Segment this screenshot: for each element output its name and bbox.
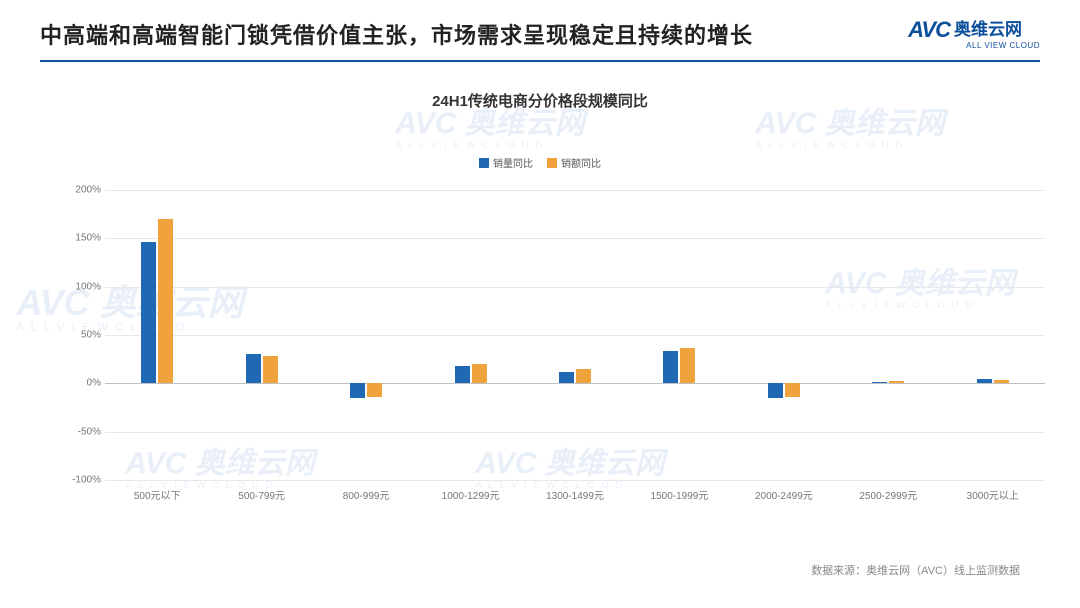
page-title: 中高端和高端智能门锁凭借价值主张，市场需求呈现稳定且持续的增长: [40, 18, 753, 50]
x-axis-label: 2500-2999元: [859, 487, 917, 502]
legend-swatch: [547, 158, 557, 168]
y-axis-label: 0%: [67, 378, 101, 389]
y-axis-label: 200%: [67, 185, 101, 196]
bar: [768, 383, 783, 398]
y-axis-label: 100%: [67, 281, 101, 292]
legend-swatch: [479, 158, 489, 168]
x-axis-label: 500元以下: [134, 487, 181, 502]
x-axis-label: 500-799元: [238, 487, 285, 502]
bar: [576, 369, 591, 384]
x-axis-label: 1000-1299元: [442, 487, 500, 502]
bar: [141, 242, 156, 383]
legend-item: 销量同比: [479, 155, 533, 170]
bar: [472, 364, 487, 383]
legend-item: 销额同比: [547, 155, 601, 170]
header: 中高端和高端智能门锁凭借价值主张，市场需求呈现稳定且持续的增长 AVC 奥维云网…: [40, 14, 1040, 62]
y-axis-label: -50%: [67, 426, 101, 437]
gridline: [105, 432, 1045, 433]
chart-legend: 销量同比 销额同比: [0, 155, 1080, 170]
gridline: [105, 383, 1045, 384]
bar: [350, 383, 365, 398]
data-source: 数据来源：奥维云网（AVC）线上监测数据: [811, 562, 1020, 578]
bar: [872, 382, 887, 383]
plot-area: -100%-50%0%50%100%150%200%: [105, 190, 1045, 480]
y-axis-label: -100%: [67, 475, 101, 486]
bar: [680, 348, 695, 384]
watermark: AVC 奥维云网A L L V I E W C L O U D: [395, 109, 584, 151]
gridline: [105, 335, 1045, 336]
bar: [977, 379, 992, 383]
bar: [158, 219, 173, 383]
bar: [263, 356, 278, 383]
x-axis-label: 2000-2499元: [755, 487, 813, 502]
y-axis-label: 150%: [67, 233, 101, 244]
bar: [663, 351, 678, 383]
legend-label: 销额同比: [561, 155, 601, 170]
bar: [367, 383, 382, 397]
chart-title: 24H1传统电商分价格段规模同比: [0, 90, 1080, 111]
x-axis-label: 1500-1999元: [651, 487, 709, 502]
bar: [785, 383, 800, 397]
bar: [559, 372, 574, 384]
gridline: [105, 287, 1045, 288]
bar: [455, 366, 470, 383]
x-axis-label: 1300-1499元: [546, 487, 604, 502]
bar-chart: -100%-50%0%50%100%150%200% 500元以下 500-799…: [65, 190, 1045, 510]
bar: [246, 354, 261, 383]
legend-label: 销量同比: [493, 155, 533, 170]
gridline: [105, 190, 1045, 191]
bar: [889, 381, 904, 383]
logo-subtitle: ALL VIEW CLOUD: [966, 42, 1040, 50]
logo-avc-text: AVC: [908, 19, 950, 41]
brand-logo: AVC 奥维云网 ALL VIEW CLOUD: [908, 19, 1040, 50]
watermark: AVC 奥维云网A L L V I E W C L O U D: [755, 109, 944, 151]
logo-cn-text: 奥维云网: [954, 21, 1022, 38]
gridline: [105, 480, 1045, 481]
slide: 中高端和高端智能门锁凭借价值主张，市场需求呈现稳定且持续的增长 AVC 奥维云网…: [0, 0, 1080, 608]
x-axis-label: 800-999元: [343, 487, 390, 502]
bar: [994, 380, 1009, 383]
y-axis-label: 50%: [67, 330, 101, 341]
x-axis-label: 3000元以上: [967, 487, 1019, 502]
gridline: [105, 238, 1045, 239]
